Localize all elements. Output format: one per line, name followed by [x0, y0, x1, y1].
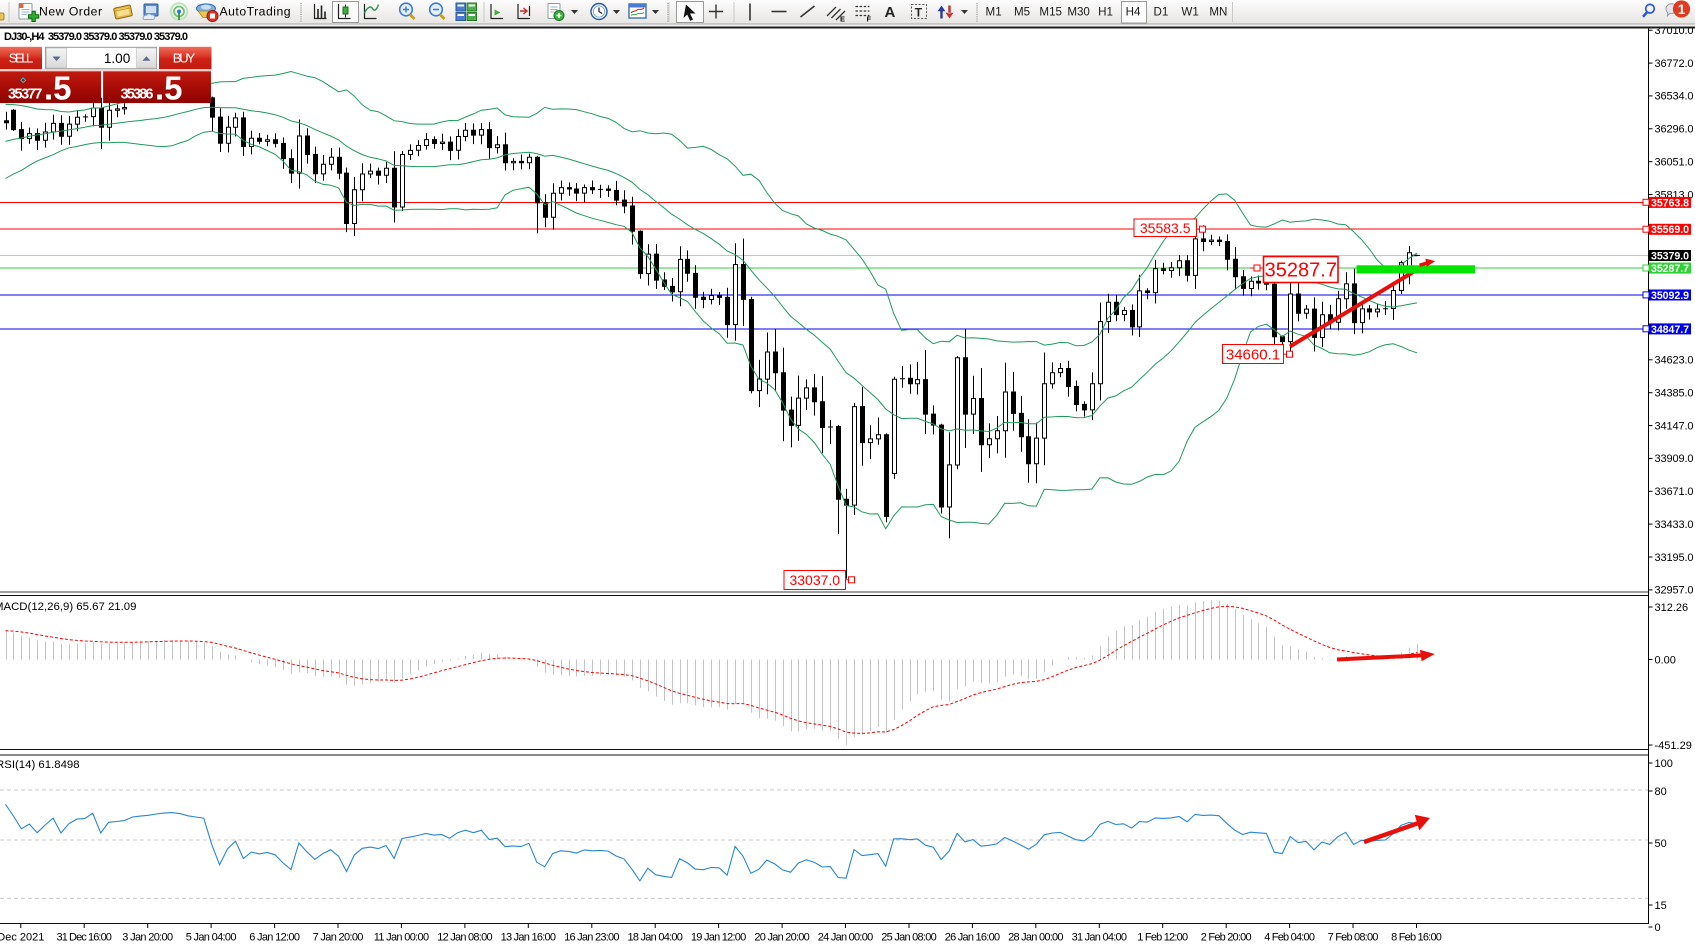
- svg-text:MN: MN: [1209, 6, 1227, 19]
- svg-text:36051.0: 36051.0: [1655, 157, 1694, 169]
- svg-text:34147.0: 34147.0: [1655, 420, 1694, 432]
- svg-text:A: A: [885, 4, 896, 21]
- svg-text:33195.0: 33195.0: [1655, 552, 1694, 564]
- svg-text:31 Dec 16:00: 31 Dec 16:00: [56, 932, 111, 944]
- svg-text:31 Jan 04:00: 31 Jan 04:00: [1072, 932, 1127, 944]
- svg-text:50: 50: [1655, 838, 1667, 850]
- svg-text:M5: M5: [1014, 6, 1030, 19]
- svg-text:34623.0: 34623.0: [1655, 355, 1694, 367]
- svg-text:H1: H1: [1098, 6, 1113, 19]
- svg-text:1.00: 1.00: [104, 51, 131, 66]
- svg-text:M30: M30: [1067, 6, 1090, 19]
- svg-text:SELL: SELL: [9, 51, 34, 66]
- svg-text:36534.0: 36534.0: [1655, 91, 1694, 103]
- svg-text:36296.0: 36296.0: [1655, 124, 1694, 136]
- svg-text:H4: H4: [1126, 6, 1141, 19]
- svg-text:32957.0: 32957.0: [1655, 585, 1694, 597]
- svg-text:13 Jan 16:00: 13 Jan 16:00: [501, 932, 556, 944]
- svg-text:35377: 35377: [8, 87, 42, 103]
- svg-text:7 Feb 08:00: 7 Feb 08:00: [1328, 932, 1379, 944]
- svg-text:33909.0: 33909.0: [1655, 453, 1694, 465]
- svg-text:2 Feb 20:00: 2 Feb 20:00: [1201, 932, 1252, 944]
- svg-text:8 Feb 16:00: 8 Feb 16:00: [1391, 932, 1442, 944]
- svg-text:16 Jan 23:00: 16 Jan 23:00: [564, 932, 619, 944]
- svg-text:MACD(12,26,9) 65.67 21.09: MACD(12,26,9) 65.67 21.09: [0, 601, 136, 613]
- svg-text:DJ30-,H4 35379.0 35379.0 3537: DJ30-,H4 35379.0 35379.0 35379.0 35379.0: [4, 31, 188, 43]
- svg-text:T: T: [915, 5, 923, 19]
- svg-text:D1: D1: [1153, 6, 1168, 19]
- svg-text:0.00: 0.00: [1655, 654, 1676, 666]
- svg-text:35287.7: 35287.7: [1265, 260, 1337, 282]
- svg-text:6 Jan 12:00: 6 Jan 12:00: [249, 932, 300, 944]
- svg-text:312.26: 312.26: [1655, 602, 1689, 614]
- svg-text:AutoTrading: AutoTrading: [220, 5, 291, 19]
- svg-text:12 Jan 08:00: 12 Jan 08:00: [437, 932, 492, 944]
- svg-text:35287.7: 35287.7: [1651, 263, 1689, 275]
- svg-text:33433.0: 33433.0: [1655, 519, 1694, 531]
- svg-text:.5: .5: [44, 70, 72, 107]
- svg-text:.5: .5: [155, 70, 183, 107]
- svg-text:35379.0: 35379.0: [1651, 250, 1689, 262]
- svg-text:W1: W1: [1181, 6, 1198, 19]
- svg-text:F: F: [867, 15, 872, 24]
- svg-text:35386: 35386: [121, 87, 154, 103]
- svg-text:35569.0: 35569.0: [1651, 224, 1689, 236]
- svg-text:M15: M15: [1039, 6, 1062, 19]
- svg-text:4 Feb 04:00: 4 Feb 04:00: [1264, 932, 1315, 944]
- svg-text:28 Jan 00:00: 28 Jan 00:00: [1008, 932, 1063, 944]
- svg-text:7 Jan 20:00: 7 Jan 20:00: [313, 932, 364, 944]
- svg-text:New Order: New Order: [39, 5, 102, 19]
- svg-text:15: 15: [1655, 900, 1667, 912]
- svg-text:11 Jan 00:00: 11 Jan 00:00: [374, 932, 429, 944]
- svg-text:1: 1: [1678, 2, 1686, 17]
- svg-text:M1: M1: [986, 6, 1002, 19]
- svg-text:36772.0: 36772.0: [1655, 58, 1694, 70]
- svg-text:35092.9: 35092.9: [1651, 290, 1689, 302]
- svg-text:34385.0: 34385.0: [1655, 388, 1694, 400]
- svg-text:RSI(14) 61.8498: RSI(14) 61.8498: [0, 759, 80, 771]
- svg-text:24 Jan 00:00: 24 Jan 00:00: [818, 932, 873, 944]
- svg-text:33037.0: 33037.0: [789, 572, 840, 588]
- svg-text:-451.29: -451.29: [1655, 740, 1692, 752]
- svg-text:35763.8: 35763.8: [1651, 197, 1689, 209]
- svg-text:34660.1: 34660.1: [1226, 346, 1280, 363]
- svg-text:80: 80: [1655, 786, 1667, 798]
- svg-text:35583.5: 35583.5: [1140, 220, 1191, 236]
- svg-text:26 Jan 16:00: 26 Jan 16:00: [945, 932, 1000, 944]
- svg-text:0: 0: [1655, 922, 1661, 934]
- svg-text:5 Jan 04:00: 5 Jan 04:00: [186, 932, 237, 944]
- svg-text:33671.0: 33671.0: [1655, 486, 1694, 498]
- svg-text:3 Jan 20:00: 3 Jan 20:00: [122, 932, 173, 944]
- svg-text:BUY: BUY: [173, 51, 196, 66]
- svg-text:20 Jan 20:00: 20 Jan 20:00: [754, 932, 809, 944]
- svg-text:19 Jan 12:00: 19 Jan 12:00: [691, 932, 746, 944]
- svg-text:18 Jan 04:00: 18 Jan 04:00: [628, 932, 683, 944]
- svg-text:E: E: [840, 15, 845, 24]
- svg-text:34847.7: 34847.7: [1651, 324, 1689, 336]
- svg-text:25 Jan 08:00: 25 Jan 08:00: [881, 932, 936, 944]
- svg-text:1 Feb 12:00: 1 Feb 12:00: [1137, 932, 1188, 944]
- svg-text:Dec 2021: Dec 2021: [0, 932, 44, 944]
- svg-text:100: 100: [1655, 758, 1673, 770]
